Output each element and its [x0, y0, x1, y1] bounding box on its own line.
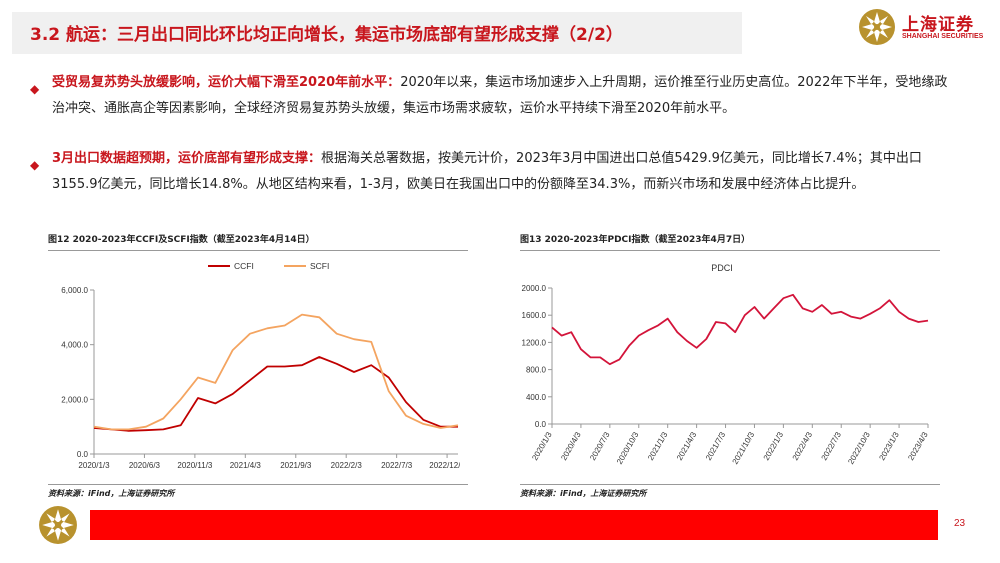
series-line-scfi	[93, 313, 459, 431]
figure-12-title: 图12 2020-2023年CCFI及SCFI指数（截至2023年4月14日）	[48, 235, 315, 245]
x-tick-label: 2022/7/3	[381, 461, 413, 470]
x-tick-label: 2020/11/3	[177, 461, 213, 470]
y-tick-label: 400.0	[526, 393, 547, 402]
y-tick-label: 0.0	[535, 420, 547, 429]
x-tick-label: 2020/7/3	[588, 430, 612, 462]
logo-name-cn: 上海证券	[902, 15, 974, 35]
series-line-pdci	[551, 293, 929, 366]
x-tick-label: 2022/10/3	[846, 430, 872, 466]
y-tick-label: 6,000.0	[61, 286, 88, 295]
logo-emblem-icon	[859, 9, 895, 45]
bullet-2-text: 根据海关总署数据，按美元计价，2023年3月中国进出口总值5429.9亿美元，同…	[52, 151, 922, 192]
ccfi-scfi-line-chart: 0.0 2,000.0 4,000.0 6,000.0 2020/1/3 2020/6/3…	[61, 261, 460, 470]
y-tick-label: 1600.0	[522, 311, 547, 320]
x-tick-label: 2022/4/3	[791, 430, 815, 462]
pdci-line-chart: PDCI 0.0 400.0 800.0 1200.0 1600.0 2000.0 2020/…	[522, 263, 930, 466]
figure-12-source: 资料来源：iFind，上海证券研究所	[48, 489, 175, 498]
bullet-2-highlight: 3月出口数据超预期，运价底部有望形成支撑：	[52, 151, 322, 166]
company-logo: 上海证券 SHANGHAI SECURITIES	[858, 6, 990, 50]
figure-13-source: 资料来源：iFind，上海证券研究所	[520, 489, 647, 498]
figure-13-bottom-divider	[520, 484, 940, 485]
legend-label-ccfi: CCFI	[234, 261, 254, 271]
diamond-icon: ◆	[30, 158, 40, 172]
x-tick-label: 2020/1/3	[78, 461, 110, 470]
logo-name-en: SHANGHAI SECURITIES	[902, 33, 984, 40]
series-line-ccfi	[93, 356, 458, 432]
x-tick-label: 2021/9/3	[280, 461, 312, 470]
bullet-1-text: 2020年以来，集运市场加速步入上升周期，运价推至行业历史高位。2022年下半年…	[52, 75, 948, 116]
footer-bar	[90, 510, 938, 540]
x-tick-label: 2023/1/3	[877, 430, 901, 462]
figure-13-title: 图13 2020-2023年PDCI指数（截至2023年4月7日）	[520, 235, 751, 245]
x-tick-label: 2021/7/3	[704, 430, 728, 462]
y-tick-label: 800.0	[526, 366, 547, 375]
x-tick-label: 2022/2/3	[331, 461, 363, 470]
footer-logo-emblem-icon	[39, 506, 77, 544]
page-title: 3.2 航运：三月出口同比环比均正向增长，集运市场底部有望形成支撑（2/2）	[30, 25, 623, 45]
page-number: 23	[954, 518, 966, 529]
bullet-paragraph-1: ◆ 受贸易复苏势头放缓影响，运价大幅下滑至2020年前水平：2020年以来，集运…	[30, 70, 960, 122]
x-tick-label: 2022/12/3	[429, 461, 460, 470]
x-tick-label: 2020/6/3	[129, 461, 161, 470]
x-tick-label: 2021/1/3	[646, 430, 670, 462]
y-tick-label: 2,000.0	[61, 395, 88, 404]
bullet-paragraph-2: ◆ 3月出口数据超预期，运价底部有望形成支撑：根据海关总署数据，按美元计价，20…	[30, 146, 960, 198]
legend-label-scfi: SCFI	[310, 261, 329, 271]
x-tick-label: 2021/10/3	[731, 430, 757, 466]
y-tick-label: 0.0	[77, 450, 89, 459]
title-bar: 3.2 航运：三月出口同比环比均正向增长，集运市场底部有望形成支撑（2/2）	[12, 12, 742, 54]
x-tick-label: 2020/4/3	[559, 430, 583, 462]
y-tick-label: 1200.0	[522, 338, 547, 347]
x-tick-label: 2022/7/3	[820, 430, 844, 462]
x-tick-label: 2023/4/3	[906, 430, 930, 462]
x-tick-label: 2020/1/3	[530, 430, 554, 462]
x-tick-label: 2022/1/3	[762, 430, 786, 462]
x-tick-label: 2020/10/3	[615, 430, 641, 466]
y-tick-label: 2000.0	[522, 284, 547, 293]
x-tick-label: 2021/4/3	[675, 430, 699, 462]
bullet-1-highlight: 受贸易复苏势头放缓影响，运价大幅下滑至2020年前水平：	[52, 75, 401, 90]
figure-12-divider	[48, 250, 468, 251]
chart-title: PDCI	[711, 263, 733, 273]
figure-12-bottom-divider	[48, 484, 468, 485]
x-tick-label: 2021/4/3	[230, 461, 262, 470]
y-tick-label: 4,000.0	[61, 341, 88, 350]
figure-13-divider	[520, 250, 940, 251]
diamond-icon: ◆	[30, 82, 40, 96]
